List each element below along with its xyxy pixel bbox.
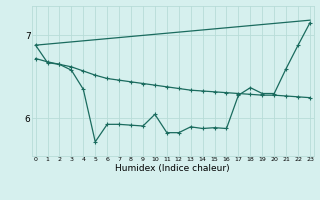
X-axis label: Humidex (Indice chaleur): Humidex (Indice chaleur) <box>116 164 230 173</box>
